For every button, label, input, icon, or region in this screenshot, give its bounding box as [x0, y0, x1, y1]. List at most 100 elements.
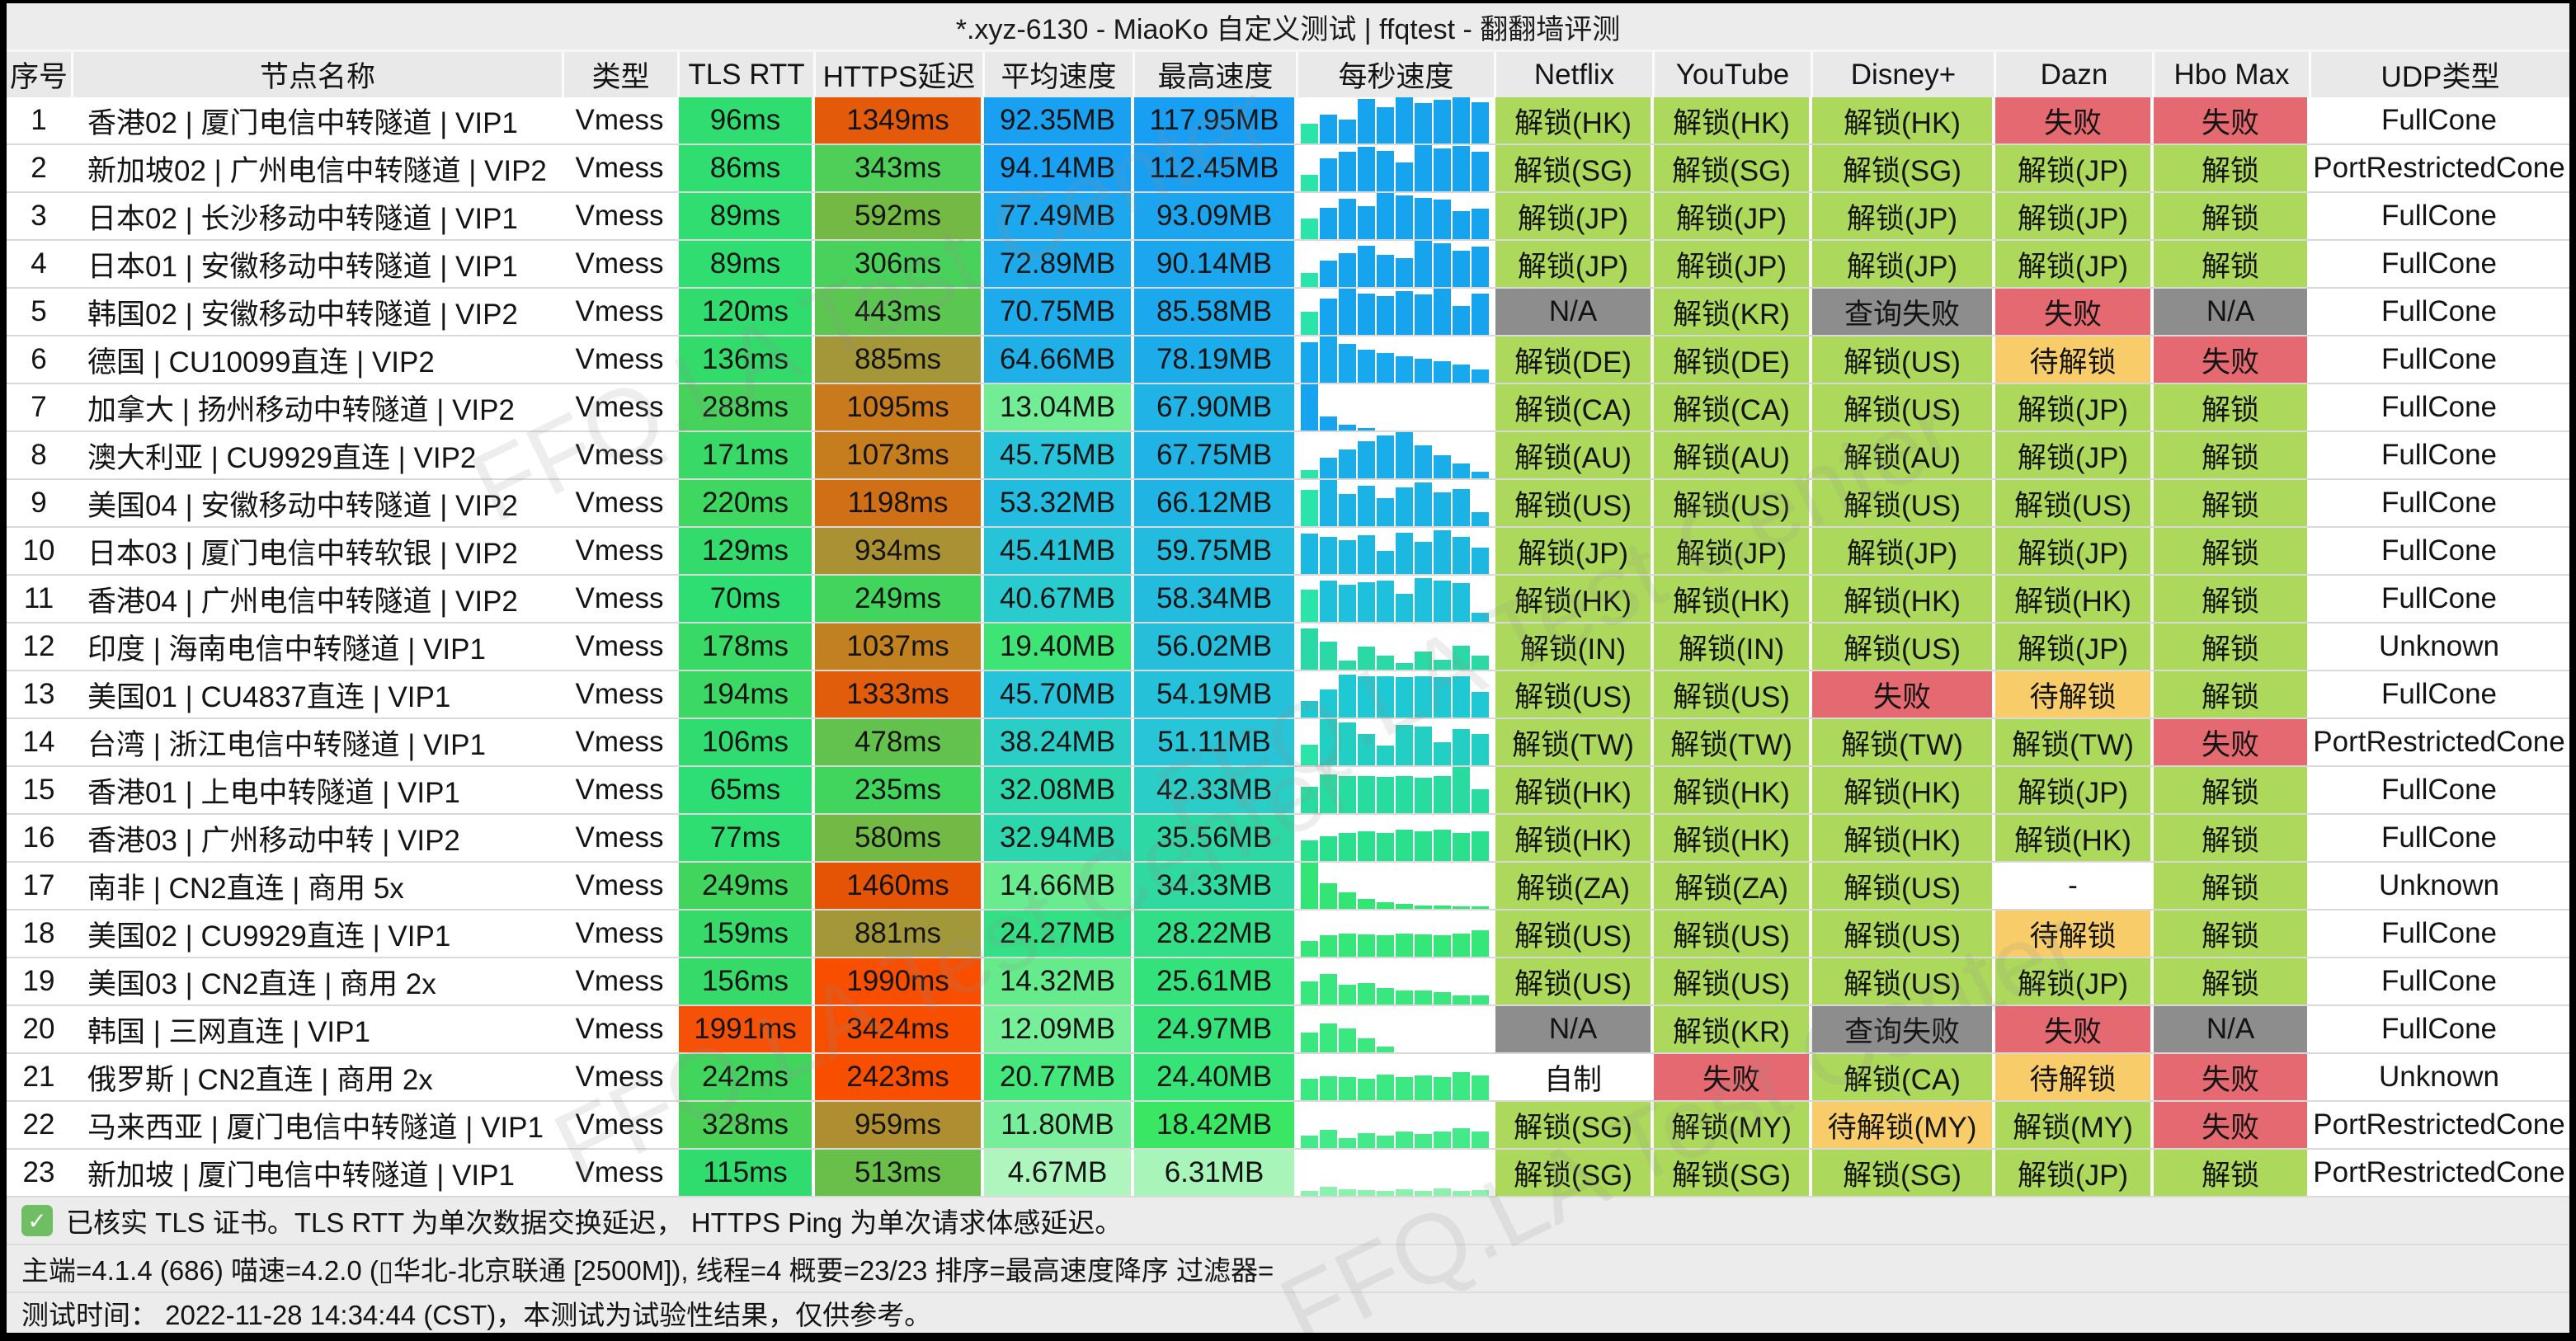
- node-type: Vmess: [575, 1013, 664, 1045]
- netflix-status-cell: 解锁(TW): [1495, 719, 1651, 765]
- node-name: 香港03 | 广州移动中转 | VIP2: [87, 824, 460, 857]
- https-ping-cell: 934ms: [815, 528, 981, 574]
- max-speed-cell: 117.95MB: [1134, 97, 1294, 144]
- dazn-status-cell: 解锁(JP): [1995, 241, 2150, 287]
- hbo-status-cell: 解锁: [2154, 910, 2307, 957]
- node-name: 台湾 | 浙江电信中转隧道 | VIP1: [87, 728, 486, 761]
- tls-rtt-cell: 115ms: [679, 1150, 812, 1196]
- netflix-status-cell: 解锁(CA): [1495, 384, 1651, 431]
- col-header-https: HTTPS延迟: [813, 52, 982, 97]
- row-index: 17: [22, 869, 55, 901]
- netflix-status-cell: 解锁(SG): [1495, 145, 1651, 191]
- udp-type-cell: FullCone: [2381, 917, 2498, 949]
- udp-type-cell: FullCone: [2381, 534, 2498, 567]
- https-ping-cell: 1990ms: [815, 958, 981, 1005]
- node-name: 美国03 | CN2直连 | 商用 2x: [87, 967, 436, 1000]
- tls-rtt-cell: 129ms: [679, 528, 812, 574]
- max-speed-cell: 66.12MB: [1134, 480, 1294, 526]
- hbo-status-cell: 失败: [2154, 97, 2307, 144]
- netflix-status-cell: 解锁(ZA): [1495, 863, 1651, 909]
- row-index: 13: [22, 678, 55, 710]
- max-speed-cell: 85.58MB: [1134, 289, 1294, 335]
- per-second-speed-chart: [1296, 576, 1494, 622]
- per-second-speed-chart: [1296, 767, 1494, 813]
- https-ping-cell: 443ms: [815, 289, 981, 335]
- disney-status-cell: 解锁(AU): [1812, 432, 1992, 478]
- dazn-status-cell: -: [1995, 863, 2150, 909]
- row-index: 9: [31, 487, 47, 519]
- table-row: 12 印度 | 海南电信中转隧道 | VIP1 Vmess 178ms 1037…: [7, 623, 2569, 671]
- node-name: 韩国02 | 安徽移动中转隧道 | VIP2: [87, 298, 518, 331]
- row-index: 11: [23, 582, 54, 614]
- tls-note-text: 已核实 TLS 证书。TLS RTT 为单次数据交换延迟， HTTPS Ping…: [66, 1207, 1123, 1238]
- udp-type-cell: FullCone: [2381, 582, 2498, 614]
- dazn-status-cell: 解锁(JP): [1995, 528, 2150, 574]
- node-name: 印度 | 海南电信中转隧道 | VIP1: [87, 633, 486, 666]
- node-name: 俄罗斯 | CN2直连 | 商用 2x: [87, 1063, 433, 1096]
- tls-rtt-cell: 159ms: [679, 910, 812, 957]
- https-ping-cell: 343ms: [815, 145, 981, 191]
- node-type: Vmess: [575, 534, 664, 567]
- col-header-type: 类型: [562, 52, 677, 97]
- table-row: 3 日本02 | 长沙移动中转隧道 | VIP1 Vmess 89ms 592m…: [7, 193, 2569, 241]
- table-row: 7 加拿大 | 扬州移动中转隧道 | VIP2 Vmess 288ms 1095…: [7, 384, 2569, 432]
- dazn-status-cell: 解锁(JP): [1995, 384, 2150, 431]
- max-speed-cell: 35.56MB: [1134, 815, 1294, 861]
- table-row: 2 新加坡02 | 广州电信中转隧道 | VIP2 Vmess 86ms 343…: [7, 145, 2569, 193]
- netflix-status-cell: 解锁(JP): [1495, 241, 1651, 287]
- avg-speed-cell: 20.77MB: [984, 1054, 1131, 1100]
- netflix-status-cell: 解锁(DE): [1495, 336, 1651, 383]
- https-ping-cell: 306ms: [815, 241, 981, 287]
- node-name: 香港01 | 上电中转隧道 | VIP1: [87, 776, 460, 809]
- https-ping-cell: 1460ms: [815, 863, 981, 909]
- col-header-netflix: Netflix: [1494, 52, 1652, 97]
- col-header-youtube: YouTube: [1652, 52, 1811, 97]
- youtube-status-cell: 解锁(JP): [1654, 528, 1809, 574]
- col-header-name: 节点名称: [71, 52, 562, 97]
- disney-status-cell: 解锁(HK): [1812, 97, 1992, 144]
- node-name: 日本01 | 安徽移动中转隧道 | VIP1: [87, 250, 518, 283]
- avg-speed-cell: 14.66MB: [984, 863, 1131, 909]
- dazn-status-cell: 解锁(HK): [1995, 576, 2150, 622]
- https-ping-cell: 592ms: [815, 193, 981, 239]
- https-ping-cell: 235ms: [815, 767, 981, 813]
- per-second-speed-chart: [1296, 336, 1494, 383]
- youtube-status-cell: 解锁(ZA): [1654, 863, 1809, 909]
- row-index: 14: [22, 726, 55, 758]
- node-type: Vmess: [575, 1061, 664, 1093]
- dazn-status-cell: 解锁(JP): [1995, 145, 2150, 191]
- hbo-status-cell: 失败: [2154, 336, 2307, 383]
- dazn-status-cell: 待解锁: [1995, 671, 2150, 718]
- per-second-speed-chart: [1296, 958, 1494, 1005]
- hbo-status-cell: N/A: [2154, 289, 2307, 335]
- max-speed-cell: 90.14MB: [1134, 241, 1294, 287]
- tls-rtt-cell: 1991ms: [679, 1006, 812, 1052]
- node-name: 马来西亚 | 厦门电信中转隧道 | VIP1: [87, 1111, 544, 1144]
- node-type: Vmess: [575, 965, 664, 997]
- disney-status-cell: 查询失败: [1812, 1006, 1992, 1052]
- per-second-speed-chart: [1296, 815, 1494, 861]
- hbo-status-cell: 解锁: [2154, 815, 2307, 861]
- udp-type-cell: PortRestrictedCone: [2313, 1156, 2565, 1188]
- tls-rtt-cell: 242ms: [679, 1054, 812, 1100]
- youtube-status-cell: 解锁(US): [1654, 910, 1809, 957]
- youtube-status-cell: 解锁(HK): [1654, 97, 1809, 144]
- node-type: Vmess: [575, 774, 664, 806]
- per-second-speed-chart: [1296, 193, 1494, 239]
- footer-version-line: 主端=4.1.4 (686) 喵速=4.2.0 (▯华北-北京联通 [2500M…: [7, 1244, 2569, 1292]
- youtube-status-cell: 解锁(US): [1654, 480, 1809, 526]
- https-ping-cell: 1073ms: [815, 432, 981, 478]
- col-header-max: 最高速度: [1133, 52, 1296, 97]
- netflix-status-cell: 解锁(SG): [1495, 1102, 1651, 1148]
- node-name: 香港04 | 广州电信中转隧道 | VIP2: [87, 585, 518, 618]
- avg-speed-cell: 24.27MB: [984, 910, 1131, 957]
- hbo-status-cell: 解锁: [2154, 193, 2307, 239]
- dazn-status-cell: 解锁(JP): [1995, 193, 2150, 239]
- dazn-status-cell: 待解锁: [1995, 1054, 2150, 1100]
- dazn-status-cell: 解锁(JP): [1995, 623, 2150, 670]
- row-index: 21: [22, 1061, 55, 1093]
- col-header-index: 序号: [9, 61, 68, 93]
- avg-speed-cell: 13.04MB: [984, 384, 1131, 431]
- table-row: 11 香港04 | 广州电信中转隧道 | VIP2 Vmess 70ms 249…: [7, 576, 2569, 623]
- udp-type-cell: FullCone: [2381, 200, 2498, 232]
